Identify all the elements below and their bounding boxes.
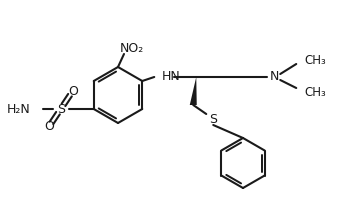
Text: HN: HN — [162, 70, 181, 84]
Text: O: O — [68, 84, 78, 97]
Text: N: N — [270, 70, 279, 84]
Text: CH₃: CH₃ — [304, 54, 326, 66]
Text: S: S — [209, 112, 217, 126]
Polygon shape — [190, 77, 197, 105]
Text: NO₂: NO₂ — [120, 42, 144, 54]
Text: O: O — [44, 120, 54, 134]
Text: CH₃: CH₃ — [304, 85, 326, 99]
Text: S: S — [57, 103, 65, 115]
Text: H₂N: H₂N — [7, 103, 31, 115]
